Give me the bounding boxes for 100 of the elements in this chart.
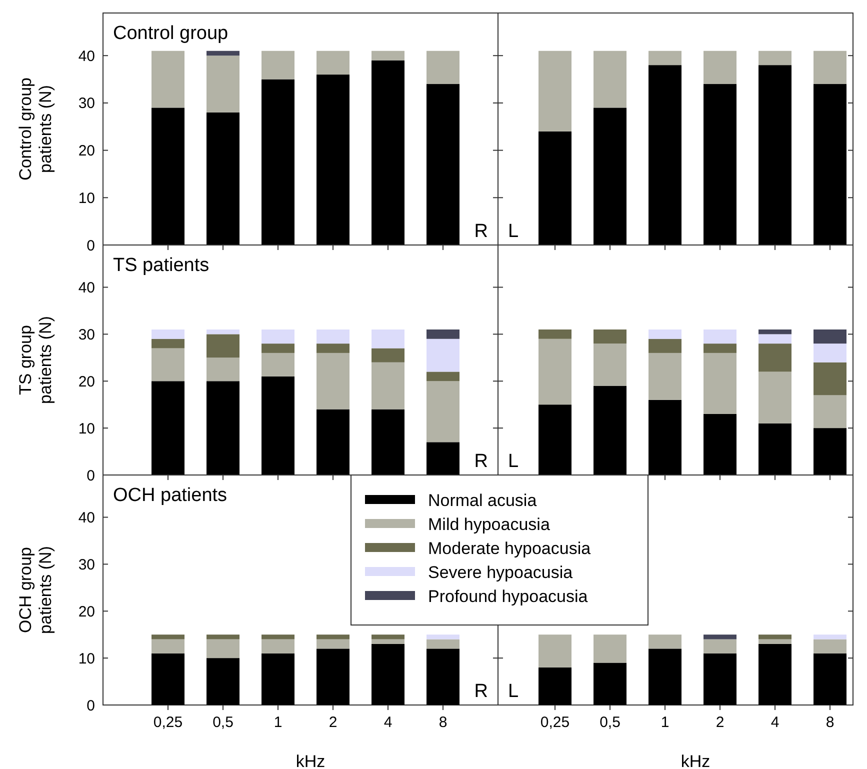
legend-label: Profound hypoacusia (428, 586, 588, 606)
bar (814, 50, 846, 84)
bar (206, 658, 240, 705)
bar (372, 329, 404, 348)
bar (704, 634, 736, 640)
bar (594, 344, 626, 386)
bar (648, 634, 682, 649)
bar (426, 442, 460, 475)
x-tick-label: 0,5 (212, 714, 234, 731)
bar (758, 344, 792, 372)
bar (538, 338, 572, 405)
bar (152, 348, 184, 382)
bar (372, 60, 404, 245)
y-tick-label: 30 (78, 556, 95, 574)
bar (704, 344, 736, 353)
bar (262, 634, 294, 640)
bar (372, 409, 404, 475)
bar (704, 639, 736, 654)
x-tick-label: 0,5 (600, 714, 620, 731)
bar (372, 50, 404, 60)
bar (206, 329, 240, 334)
bar (594, 108, 626, 245)
bar (262, 50, 294, 80)
bar (648, 65, 682, 245)
bar (152, 329, 184, 339)
bar (316, 634, 350, 640)
y-tick-label: 20 (78, 142, 95, 160)
bar (648, 648, 682, 705)
bar (758, 329, 792, 334)
x-tick-label: 1 (274, 714, 282, 731)
bar (648, 338, 682, 353)
annotation: R (474, 221, 488, 242)
bar (316, 50, 350, 75)
y-tick-label: 0 (86, 697, 95, 714)
bar (426, 84, 460, 245)
bar (814, 329, 846, 344)
x-tick-label: 2 (328, 714, 338, 731)
bar (758, 639, 792, 644)
bar (152, 50, 184, 108)
legend-label: Severe hypoacusia (428, 562, 574, 582)
legend-label: Moderate hypoacusia (428, 538, 592, 558)
bar (814, 639, 846, 654)
bar (206, 381, 240, 475)
bar (426, 648, 460, 705)
bar (206, 56, 240, 112)
bar (758, 50, 792, 66)
x-axis-title: kHz (296, 752, 326, 769)
bar (704, 414, 736, 475)
bar (758, 423, 792, 475)
bar (538, 329, 572, 339)
bar (262, 329, 294, 344)
y-tick-label: 10 (78, 420, 95, 438)
y-tick-label: 0 (86, 467, 95, 484)
bar (758, 634, 792, 640)
bar (426, 634, 460, 640)
bar (704, 352, 736, 414)
x-tick-label: 8 (438, 714, 448, 731)
bar (426, 329, 460, 339)
text: Control group (113, 23, 228, 44)
bar (316, 639, 350, 649)
bar (648, 400, 682, 475)
bar (152, 653, 184, 705)
bar (206, 634, 240, 640)
x-tick-label: 2 (716, 714, 724, 731)
bar (814, 395, 846, 428)
bar (316, 329, 350, 344)
bar (262, 639, 294, 654)
bar (316, 648, 350, 705)
bar (538, 131, 572, 245)
y-tick-label: 0 (86, 237, 95, 254)
bar (316, 352, 350, 410)
bar (206, 50, 240, 56)
x-tick-label: 4 (770, 714, 780, 731)
y-axis-title: Control group patients (N) (16, 77, 55, 181)
bar (538, 50, 572, 132)
bar (152, 108, 184, 245)
annotation: R (474, 451, 488, 472)
bar (758, 334, 792, 344)
y-tick-label: 40 (78, 48, 95, 65)
y-tick-label: 10 (78, 650, 95, 668)
bar (206, 112, 240, 245)
y-tick-label: 30 (78, 326, 95, 344)
bar (372, 639, 404, 644)
bar (814, 653, 846, 705)
bar (648, 329, 682, 339)
bar (704, 84, 736, 245)
x-tick-label: 4 (384, 714, 392, 731)
bar (814, 362, 846, 396)
bar (372, 348, 404, 362)
y-axis-title: TS group patients (N) (16, 316, 55, 404)
bar (814, 428, 846, 475)
legend-label: Mild hypoacusia (428, 514, 550, 534)
bar (538, 404, 572, 475)
bar (426, 372, 460, 382)
x-tick-label: 8 (826, 714, 834, 731)
bar (316, 74, 350, 245)
legend-label: Normal acusia (428, 490, 538, 510)
bar (594, 329, 626, 344)
bar (538, 667, 572, 705)
y-axis-title: OCH group patients (N) (16, 546, 55, 634)
